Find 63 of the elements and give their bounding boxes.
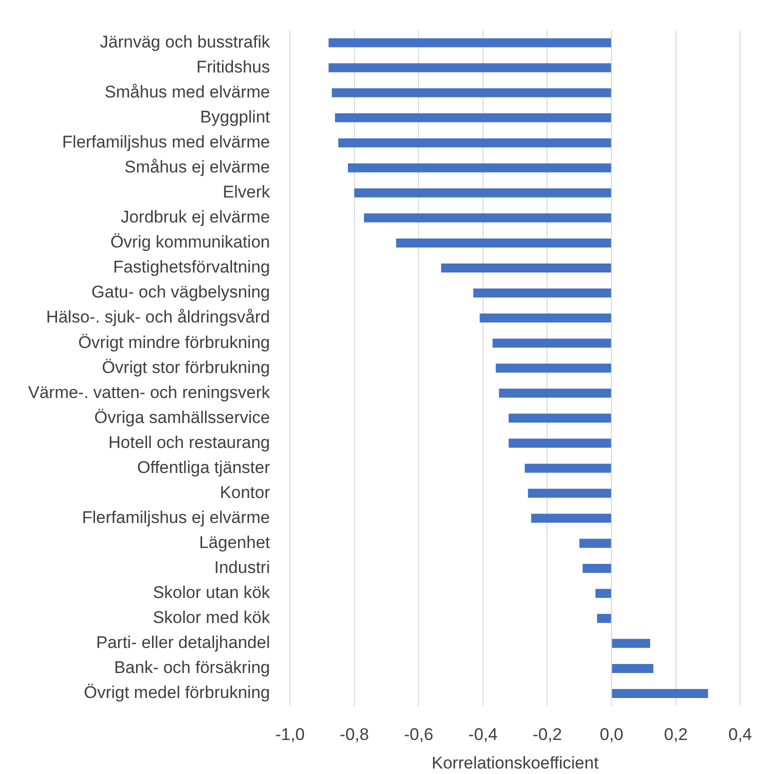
y-tick-label: Byggplint bbox=[200, 107, 270, 126]
y-tick-label: Skolor med kök bbox=[152, 608, 270, 628]
y-tick-label: Gatu- och vägbelysning bbox=[91, 282, 270, 302]
y-tick-label: Hotell och restaurang bbox=[108, 432, 270, 452]
bar bbox=[348, 163, 612, 172]
y-tick-label: Elverk bbox=[222, 182, 270, 202]
bar bbox=[508, 414, 612, 423]
bar bbox=[612, 664, 654, 673]
bar bbox=[508, 438, 612, 448]
y-tick-label: Industri bbox=[214, 558, 270, 578]
x-tick-label: -0,8 bbox=[340, 724, 369, 744]
bar bbox=[528, 488, 612, 498]
y-tick-label: Övrigt medel förbrukning bbox=[84, 683, 270, 702]
y-tick-label: Offentliga tjänster bbox=[137, 458, 270, 477]
bar bbox=[328, 38, 612, 48]
bar bbox=[441, 263, 612, 272]
bar bbox=[496, 364, 612, 373]
y-tick-label: Småhus ej elvärme bbox=[124, 158, 270, 177]
y-tick-label: Järnväg och busstrafik bbox=[100, 32, 270, 52]
y-tick-label: Övrigt mindre förbrukning bbox=[78, 332, 270, 352]
bar bbox=[597, 614, 612, 623]
x-tick-label: 0,2 bbox=[664, 724, 688, 744]
bar bbox=[328, 63, 612, 72]
y-tick-label: Fritidshus bbox=[196, 57, 270, 76]
bar bbox=[364, 213, 612, 222]
y-tick-label: Småhus med elvärme bbox=[104, 82, 270, 102]
bar bbox=[531, 514, 612, 523]
y-tick-label: Flerfamiljshus ej elvärme bbox=[82, 508, 270, 527]
bar bbox=[612, 688, 708, 698]
x-tick-label: -0,2 bbox=[532, 724, 562, 744]
y-tick-label: Hälso-. sjuk- och åldringsvård bbox=[46, 308, 270, 327]
y-tick-label: Kontor bbox=[220, 482, 270, 502]
y-tick-label: Fastighetsförvaltning bbox=[113, 258, 270, 277]
y-tick-label: Övrig kommunikation bbox=[110, 232, 270, 252]
y-tick-label: Skolor utan kök bbox=[152, 583, 270, 602]
x-tick-label: 0,0 bbox=[600, 724, 624, 744]
y-tick-label: Övriga samhällsservice bbox=[94, 408, 270, 427]
bar bbox=[335, 113, 612, 122]
x-tick-label: -0,6 bbox=[404, 724, 434, 744]
y-tick-label: Bank- och försäkring bbox=[114, 658, 270, 678]
y-tick-label: Värme-. vatten- och reningsverk bbox=[28, 382, 270, 402]
y-tick-label: Lägenhet bbox=[199, 532, 270, 552]
x-tick-label: -0,4 bbox=[468, 724, 498, 744]
bar bbox=[595, 588, 612, 598]
bar bbox=[612, 638, 650, 648]
bar bbox=[579, 538, 612, 548]
bar bbox=[396, 238, 612, 248]
bar bbox=[354, 188, 612, 198]
bar bbox=[524, 464, 612, 473]
x-tick-label: -1,0 bbox=[275, 724, 305, 744]
y-tick-label: Övrigt stor förbrukning bbox=[102, 358, 270, 377]
bar bbox=[492, 338, 612, 348]
bar bbox=[473, 288, 612, 298]
x-axis-title: Korrelationskoefficient bbox=[432, 753, 599, 772]
bar bbox=[499, 388, 612, 398]
bar bbox=[480, 314, 612, 323]
y-tick-label: Parti- eller detaljhandel bbox=[96, 633, 270, 652]
bar bbox=[338, 138, 612, 148]
y-tick-label: Jordbruk ej elvärme bbox=[120, 208, 270, 227]
x-tick-label: 0,4 bbox=[728, 724, 752, 744]
bar bbox=[582, 564, 612, 573]
bar bbox=[332, 88, 612, 98]
y-tick-label: Flerfamiljshus med elvärme bbox=[62, 132, 270, 152]
